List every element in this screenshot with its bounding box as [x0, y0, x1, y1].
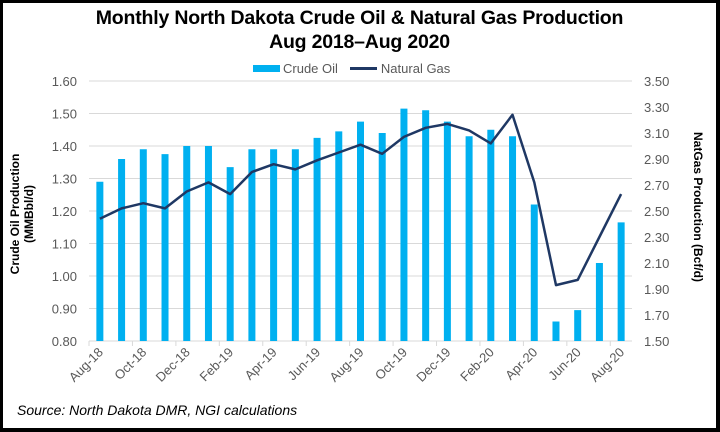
x-tick-label: Aug-19: [326, 345, 366, 385]
y-right-tick-label: 1.50: [644, 334, 669, 349]
legend-gas-line-icon: [349, 66, 377, 70]
bar-Jun-19: [313, 137, 321, 341]
y-left-tick-label: 0.80: [52, 334, 77, 349]
bar-Aug-18: [96, 181, 104, 341]
source-note: Source: North Dakota DMR, NGI calculatio…: [17, 402, 298, 418]
y-left-tick-label: 1.20: [52, 204, 77, 219]
y-left-tick-label: 1.00: [52, 269, 77, 284]
y-left-tick-label: 1.30: [52, 172, 77, 187]
bar-Nov-19: [422, 110, 430, 341]
x-tick-label: Dec-18: [153, 345, 193, 385]
bar-Aug-20: [617, 222, 625, 341]
bar-May-20: [552, 321, 560, 341]
bar-May-19: [291, 149, 299, 341]
bar-Oct-19: [400, 108, 408, 341]
bar-Feb-20: [487, 129, 495, 341]
bar-Jan-20: [465, 136, 473, 341]
bar-Apr-19: [270, 149, 278, 341]
y-right-tick-label: 3.30: [644, 100, 669, 115]
x-tick-label: Dec-19: [413, 345, 453, 385]
bar-Dec-18: [183, 146, 191, 341]
x-tick-label: Apr-20: [502, 345, 540, 383]
bar-Mar-19: [248, 149, 256, 341]
x-tick-label: Feb-19: [197, 345, 237, 385]
bar-Jul-19: [335, 131, 343, 341]
chart-title: Monthly North Dakota Crude Oil & Natural…: [3, 6, 716, 54]
title-line-1: Monthly North Dakota Crude Oil & Natural…: [95, 7, 624, 29]
natural-gas-line: [99, 113, 623, 287]
bar-Feb-19: [226, 167, 234, 341]
y-left-tick-label: 1.50: [52, 107, 77, 122]
bar-Apr-20: [530, 204, 538, 341]
y-axis-right-title: NatGas Production (Bcf/d): [691, 131, 705, 282]
y-axis-left-title: Crude Oil Production (MMBbl/d): [8, 153, 36, 275]
x-tick-label: Jun-20: [545, 345, 584, 384]
y-right-tick-label: 2.30: [644, 230, 669, 245]
bar-Mar-20: [509, 136, 517, 341]
y-right-tick-label: 2.90: [644, 152, 669, 167]
y-right-tick-label: 1.90: [644, 282, 669, 297]
title-line-2: Aug 2018–Aug 2020: [269, 31, 450, 53]
y-right-tick-label: 2.50: [644, 204, 669, 219]
y-right-tick-label: 3.10: [644, 126, 669, 141]
legend-oil-swatch-icon: [253, 64, 280, 72]
x-tick-label: Jun-19: [284, 345, 323, 384]
legend: Crude Oil Natural Gas: [253, 58, 450, 78]
y-left-tick-label: 1.60: [52, 74, 77, 89]
y-right-tick-label: 2.10: [644, 256, 669, 271]
y-right-tick-label: 1.70: [644, 308, 669, 323]
x-tick-label: Aug-18: [66, 345, 106, 385]
bar-Sep-18: [118, 159, 126, 341]
y-right-tick-label: 3.50: [644, 74, 669, 89]
bar-Sep-19: [378, 133, 386, 341]
bar-Jul-20: [595, 263, 603, 341]
x-tick-label: Apr-19: [242, 345, 280, 383]
x-tick-label: Aug-20: [587, 345, 627, 385]
y-left-tick-label: 0.90: [52, 302, 77, 317]
y-right-tick-label: 2.70: [644, 178, 669, 193]
bar-Jun-20: [574, 310, 582, 341]
x-tick-label: Feb-20: [457, 345, 497, 385]
y-left-tick-label: 1.40: [52, 139, 77, 154]
legend-gas-label: Natural Gas: [380, 60, 451, 76]
bar-Aug-19: [357, 121, 364, 341]
bar-Nov-18: [161, 154, 169, 341]
x-tick-label: Oct-19: [372, 345, 410, 383]
legend-oil-label: Crude Oil: [283, 60, 338, 76]
bar-Dec-19: [443, 121, 451, 341]
bar-Jan-19: [204, 146, 212, 341]
bar-Oct-18: [139, 149, 147, 341]
y-left-tick-label: 1.10: [52, 237, 77, 252]
x-tick-label: Oct-18: [111, 345, 149, 383]
